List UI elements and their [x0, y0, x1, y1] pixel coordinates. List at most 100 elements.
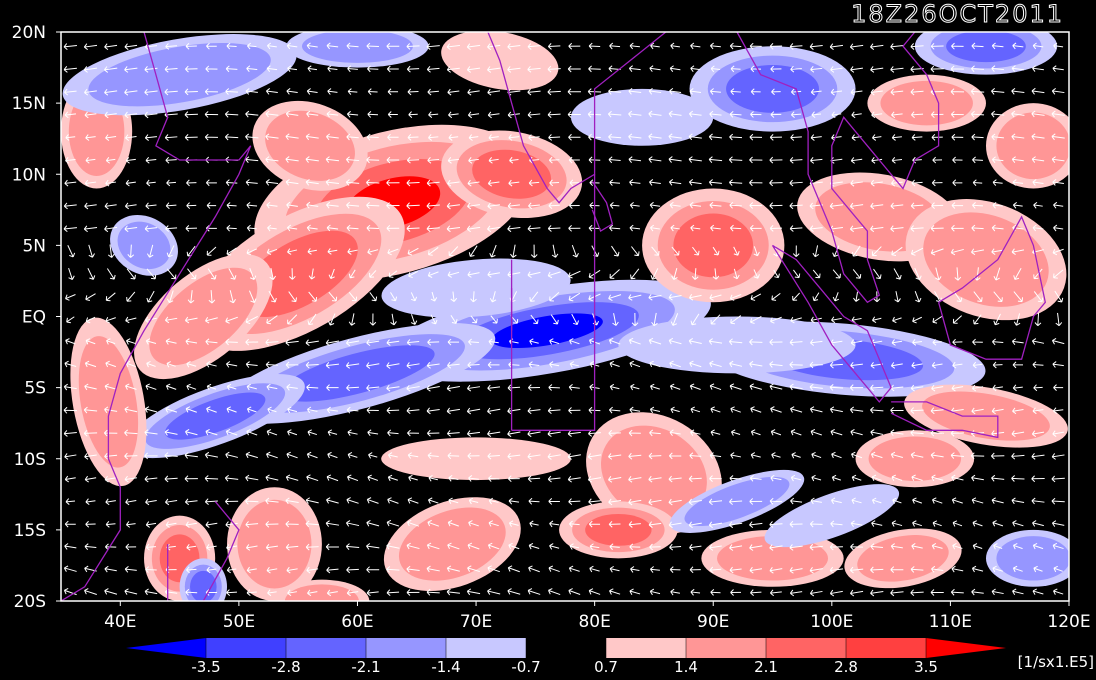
- wind-arrow: [225, 498, 239, 505]
- wind-arrow: [749, 224, 762, 232]
- wind-arrow: [326, 406, 338, 414]
- wind-arrow: [870, 406, 884, 414]
- wind-arrow: [810, 428, 822, 436]
- vorticity-contour: [381, 258, 571, 318]
- wind-arrow: [105, 156, 116, 164]
- vorticity-contour: [601, 425, 707, 521]
- wind-arrow: [488, 338, 499, 346]
- wind-arrow: [972, 338, 983, 346]
- wind-arrow: [305, 178, 319, 186]
- wind-arrow: [891, 474, 903, 481]
- wind-arrow: [730, 88, 741, 95]
- wind-arrow: [65, 338, 76, 345]
- wind-arrow: [467, 452, 480, 460]
- wind-arrow: [770, 65, 782, 73]
- wind-arrow: [730, 452, 742, 459]
- wind-arrow: [225, 428, 238, 436]
- wind-arrow: [285, 497, 299, 505]
- wind-arrow: [669, 360, 681, 368]
- wind-arrow: [628, 110, 642, 118]
- wind-arrow: [871, 134, 882, 141]
- wind-arrow: [306, 474, 319, 482]
- wind-arrow: [528, 497, 540, 505]
- wind-arrow: [165, 383, 177, 390]
- wind-arrow: [408, 474, 418, 482]
- wind-arrow: [1011, 133, 1025, 141]
- wind-arrow: [690, 65, 701, 73]
- wind-arrow: [164, 134, 178, 141]
- wind-arrow: [427, 271, 439, 278]
- vorticity-contour: [88, 42, 271, 107]
- wind-arrow: [1053, 384, 1064, 391]
- wind-arrow: [733, 268, 740, 280]
- wind-arrow: [792, 292, 801, 301]
- wind-arrow: [386, 179, 400, 187]
- wind-arrow: [931, 133, 943, 141]
- wind-arrow: [568, 565, 580, 573]
- colorbar-label: -3.5: [191, 658, 220, 676]
- wind-arrow: [446, 66, 460, 73]
- wind-arrow: [387, 497, 399, 504]
- wind-arrow: [608, 429, 621, 437]
- wind-arrow: [1011, 430, 1025, 438]
- wind-arrow: [84, 360, 97, 368]
- wind-arrow: [771, 452, 781, 459]
- wind-arrow: [789, 520, 803, 528]
- wind-arrow: [226, 224, 237, 232]
- lon-label: 50E: [223, 612, 255, 632]
- wind-arrow: [369, 292, 378, 302]
- wind-arrow: [468, 245, 478, 257]
- wind-arrow: [1053, 42, 1064, 50]
- wind-arrow: [911, 179, 923, 187]
- wind-arrow: [830, 88, 843, 96]
- wind-arrow: [144, 406, 158, 413]
- wind-arrow: [63, 66, 77, 73]
- wind-arrow: [749, 338, 763, 346]
- wind-arrow: [327, 65, 338, 73]
- wind-arrow: [488, 475, 500, 482]
- wind-arrow: [930, 42, 944, 50]
- wind-arrow: [972, 520, 983, 527]
- wind-arrow: [1012, 384, 1023, 392]
- wind-arrow: [326, 566, 339, 574]
- wind-arrow: [64, 520, 76, 528]
- wind-arrow: [269, 268, 277, 280]
- wind-arrow: [1052, 179, 1064, 186]
- wind-arrow: [145, 383, 157, 390]
- wind-arrow: [367, 248, 379, 256]
- wind-arrow: [386, 339, 400, 346]
- wind-arrow: [608, 337, 621, 345]
- wind-arrow: [406, 339, 420, 346]
- wind-arrow: [426, 179, 440, 187]
- wind-arrow: [849, 225, 864, 233]
- wind-arrow: [791, 452, 801, 459]
- wind-arrow: [729, 42, 742, 50]
- wind-arrow: [630, 268, 640, 280]
- wind-arrow: [408, 270, 419, 278]
- wind-arrow: [186, 543, 197, 551]
- wind-arrow: [205, 317, 218, 324]
- wind-arrow: [328, 291, 338, 302]
- wind-arrow: [448, 497, 459, 504]
- wind-arrow: [127, 244, 135, 258]
- wind-arrow: [84, 111, 97, 119]
- wind-arrow: [208, 290, 216, 304]
- wind-arrow: [951, 133, 964, 141]
- wind-arrow: [63, 383, 77, 391]
- wind-arrow: [793, 269, 801, 279]
- wind-arrow: [245, 544, 258, 551]
- wind-arrow: [932, 520, 942, 527]
- wind-arrow: [971, 565, 984, 573]
- wind-arrow: [205, 179, 217, 187]
- wind-arrow: [789, 225, 803, 232]
- wind-arrow: [345, 179, 360, 186]
- wind-arrow: [709, 452, 722, 459]
- wind-arrow: [568, 292, 581, 302]
- wind-arrow: [1012, 588, 1024, 595]
- wind-arrow: [63, 202, 77, 210]
- wind-arrow: [305, 497, 319, 504]
- wind-arrow: [366, 179, 380, 186]
- wind-arrow: [870, 451, 883, 459]
- wind-arrow: [1051, 475, 1065, 483]
- wind-arrow: [144, 66, 158, 73]
